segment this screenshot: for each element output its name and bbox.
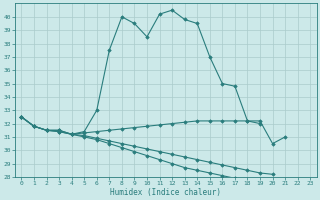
X-axis label: Humidex (Indice chaleur): Humidex (Indice chaleur) <box>110 188 221 197</box>
